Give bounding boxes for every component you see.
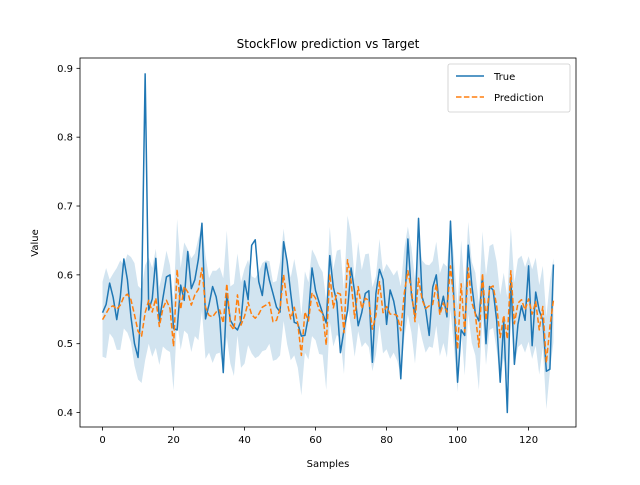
prediction-series-line xyxy=(101,258,555,364)
x-tick-label: 100 xyxy=(448,435,467,446)
plot-frame xyxy=(79,57,577,428)
y-tick-label: 0.8 xyxy=(57,133,73,144)
x-tick-label: 80 xyxy=(380,435,393,446)
confidence-band-layer xyxy=(102,215,554,410)
legend-prediction-label: Prediction xyxy=(494,93,544,104)
series-layer xyxy=(101,73,555,414)
chart-title: StockFlow prediction vs Target xyxy=(237,37,420,51)
legend: True Prediction xyxy=(447,63,571,113)
x-axis: 0 20 40 60 80 100 120 xyxy=(99,427,538,446)
y-tick-label: 0.9 xyxy=(57,64,73,75)
true-series-line xyxy=(101,73,555,414)
x-tick-label: 0 xyxy=(99,435,105,446)
y-tick-label: 0.7 xyxy=(57,202,73,213)
y-tick-label: 0.4 xyxy=(57,408,73,419)
x-tick-label: 40 xyxy=(238,435,251,446)
y-axis-label: Value xyxy=(30,229,41,256)
y-tick-label: 0.6 xyxy=(57,270,73,281)
confidence-band xyxy=(102,215,554,410)
x-tick-label: 120 xyxy=(519,435,538,446)
legend-true-label: True xyxy=(493,72,515,83)
x-tick-label: 60 xyxy=(309,435,322,446)
x-tick-label: 20 xyxy=(167,435,180,446)
y-axis: 0.4 0.5 0.6 0.7 0.8 0.9 xyxy=(57,64,80,419)
y-tick-label: 0.5 xyxy=(57,339,73,350)
x-axis-label: Samples xyxy=(307,459,350,470)
